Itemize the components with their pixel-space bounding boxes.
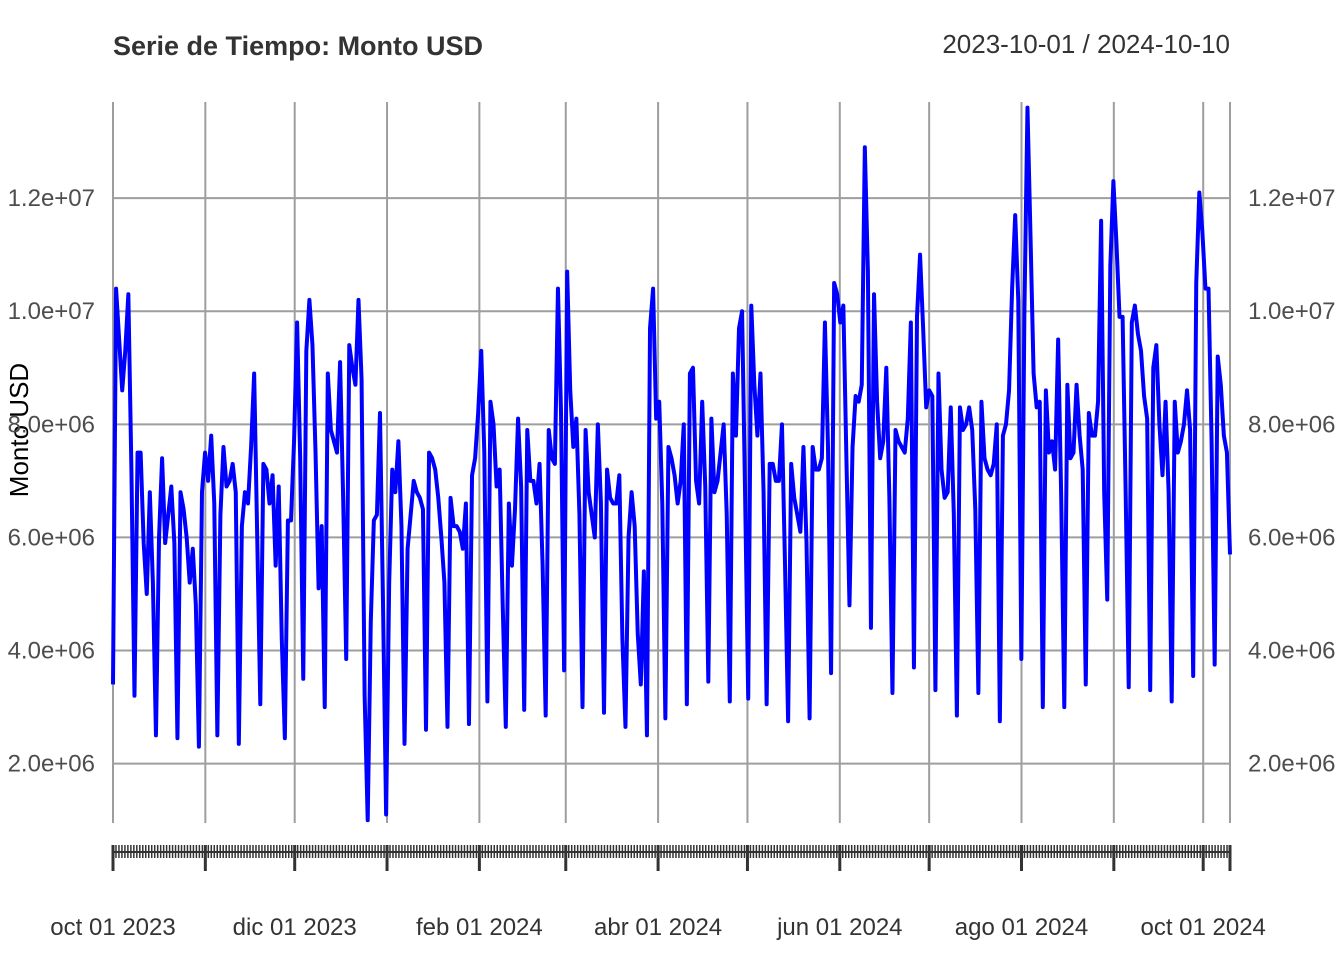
y-tick-labels-right: 2.0e+06 4.0e+06 6.0e+06 8.0e+06 1.0e+07 1.2e+… xyxy=(1248,185,1335,777)
y-tick-label: 2.0e+06 xyxy=(1248,751,1335,778)
y-tick-label: 2.0e+06 xyxy=(8,751,95,778)
y-tick-label: 4.0e+06 xyxy=(1248,638,1335,665)
x-tick-label: feb 01 2024 xyxy=(416,914,543,941)
y-axis-label: Monto USD xyxy=(4,363,34,497)
x-tick-label: abr 01 2024 xyxy=(594,914,722,941)
x-tick-label: dic 01 2023 xyxy=(233,914,357,941)
x-tick-label: oct 01 2024 xyxy=(1140,914,1265,941)
chart-title: Serie de Tiempo: Monto USD xyxy=(113,31,483,61)
y-tick-label: 6.0e+06 xyxy=(8,524,95,551)
y-tick-label: 1.2e+07 xyxy=(1248,185,1335,212)
series-line-monto-usd xyxy=(111,105,1232,823)
date-range-label: 2023-10-01 / 2024-10-10 xyxy=(942,29,1230,59)
x-tick-label: jun 01 2024 xyxy=(776,914,902,941)
y-tick-labels-left: 2.0e+06 4.0e+06 6.0e+06 8.0e+06 1.0e+07 1.2e+… xyxy=(8,185,95,777)
y-tick-label: 8.0e+06 xyxy=(1248,411,1335,438)
y-tick-label: 6.0e+06 xyxy=(1248,524,1335,551)
y-tick-label: 1.0e+07 xyxy=(1248,298,1335,325)
x-tick-label: ago 01 2024 xyxy=(955,914,1088,941)
x-tick-label: oct 01 2023 xyxy=(50,914,175,941)
y-tick-label: 1.2e+07 xyxy=(8,185,95,212)
y-tick-label: 4.0e+06 xyxy=(8,638,95,665)
x-axis xyxy=(111,845,1232,871)
y-tick-label: 8.0e+06 xyxy=(8,411,95,438)
y-tick-label: 1.0e+07 xyxy=(8,298,95,325)
x-tick-labels: oct 01 2023 dic 01 2023 feb 01 2024 abr 01 … xyxy=(50,914,1266,941)
